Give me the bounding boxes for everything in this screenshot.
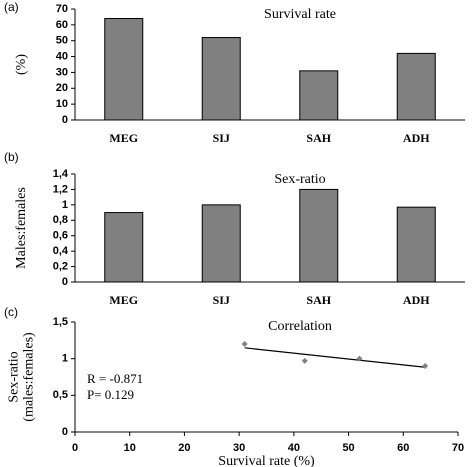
x-tick-label: 20 bbox=[178, 442, 190, 454]
y-tick-label: 0,6 bbox=[53, 230, 68, 242]
bar bbox=[396, 52, 436, 121]
point bbox=[356, 355, 363, 362]
y-tick-label: 30 bbox=[56, 66, 68, 78]
y-tick-label: 0 bbox=[62, 426, 68, 438]
x-tick-label: 70 bbox=[452, 442, 464, 454]
chart-title: Correlation bbox=[268, 319, 332, 334]
y-tick-label: 20 bbox=[56, 82, 68, 94]
y-tick-label: 0,5 bbox=[53, 389, 68, 401]
x-tick-label: 10 bbox=[124, 442, 136, 454]
y-tick-label: 0,2 bbox=[53, 260, 68, 272]
point bbox=[422, 363, 429, 369]
y-tick-label: 60 bbox=[56, 19, 68, 31]
x-axis-label: Survival rate (%) bbox=[218, 454, 315, 467]
y-axis-label: (%) bbox=[14, 54, 29, 75]
y-tick-label: 0,4 bbox=[53, 245, 69, 257]
y-tick-label: 1 bbox=[62, 353, 68, 365]
x-tick-label: 30 bbox=[233, 442, 245, 454]
bar bbox=[299, 70, 339, 121]
y-tick-label: 1 bbox=[62, 199, 68, 211]
y-tick-label: 0 bbox=[62, 114, 68, 126]
chart-title: Survival rate bbox=[264, 7, 336, 22]
trend-line bbox=[244, 347, 426, 368]
y-tick-label: 0,8 bbox=[53, 214, 68, 226]
x-tick-label: SIJ bbox=[213, 293, 230, 307]
x-tick-label: SAH bbox=[306, 293, 331, 307]
bar bbox=[299, 188, 339, 283]
panel-label: (a) bbox=[4, 0, 19, 14]
y-axis-label: Males:females bbox=[14, 187, 29, 269]
x-tick-label: 60 bbox=[397, 442, 409, 454]
y-tick-label: 1,2 bbox=[53, 183, 68, 195]
panel-label: (c) bbox=[4, 305, 18, 319]
y-axis-label: (males:females) bbox=[22, 332, 37, 422]
panel-label: (b) bbox=[4, 150, 19, 164]
chart-title: Sex-ratio bbox=[274, 172, 325, 187]
x-tick-label: MEG bbox=[109, 131, 138, 145]
x-tick-label: ADH bbox=[403, 293, 430, 307]
x-tick-label: 0 bbox=[72, 442, 78, 454]
y-tick-label: 1,5 bbox=[53, 316, 68, 328]
y-axis-label: Sex-ratio bbox=[7, 351, 22, 402]
x-tick-label: ADH bbox=[403, 131, 430, 145]
y-tick-label: 40 bbox=[56, 50, 68, 62]
y-tick-label: 70 bbox=[56, 3, 68, 15]
x-tick-label: SIJ bbox=[213, 131, 230, 145]
x-tick-label: 50 bbox=[342, 442, 354, 454]
bar bbox=[201, 37, 241, 121]
bar bbox=[104, 18, 144, 121]
y-tick-label: 50 bbox=[56, 35, 68, 47]
y-tick-label: 0 bbox=[62, 276, 68, 288]
annotation: R = -0.871 bbox=[87, 371, 143, 386]
x-tick-label: SAH bbox=[306, 131, 331, 145]
x-tick-label: 40 bbox=[288, 442, 300, 454]
point bbox=[241, 341, 248, 347]
annotation: P= 0.129 bbox=[87, 387, 134, 402]
y-tick-label: 1,4 bbox=[53, 168, 69, 180]
bar bbox=[201, 204, 241, 283]
x-tick-label: MEG bbox=[109, 293, 138, 307]
point bbox=[301, 357, 308, 364]
y-tick-label: 10 bbox=[56, 98, 68, 110]
bar bbox=[104, 212, 144, 283]
bar bbox=[396, 206, 436, 283]
